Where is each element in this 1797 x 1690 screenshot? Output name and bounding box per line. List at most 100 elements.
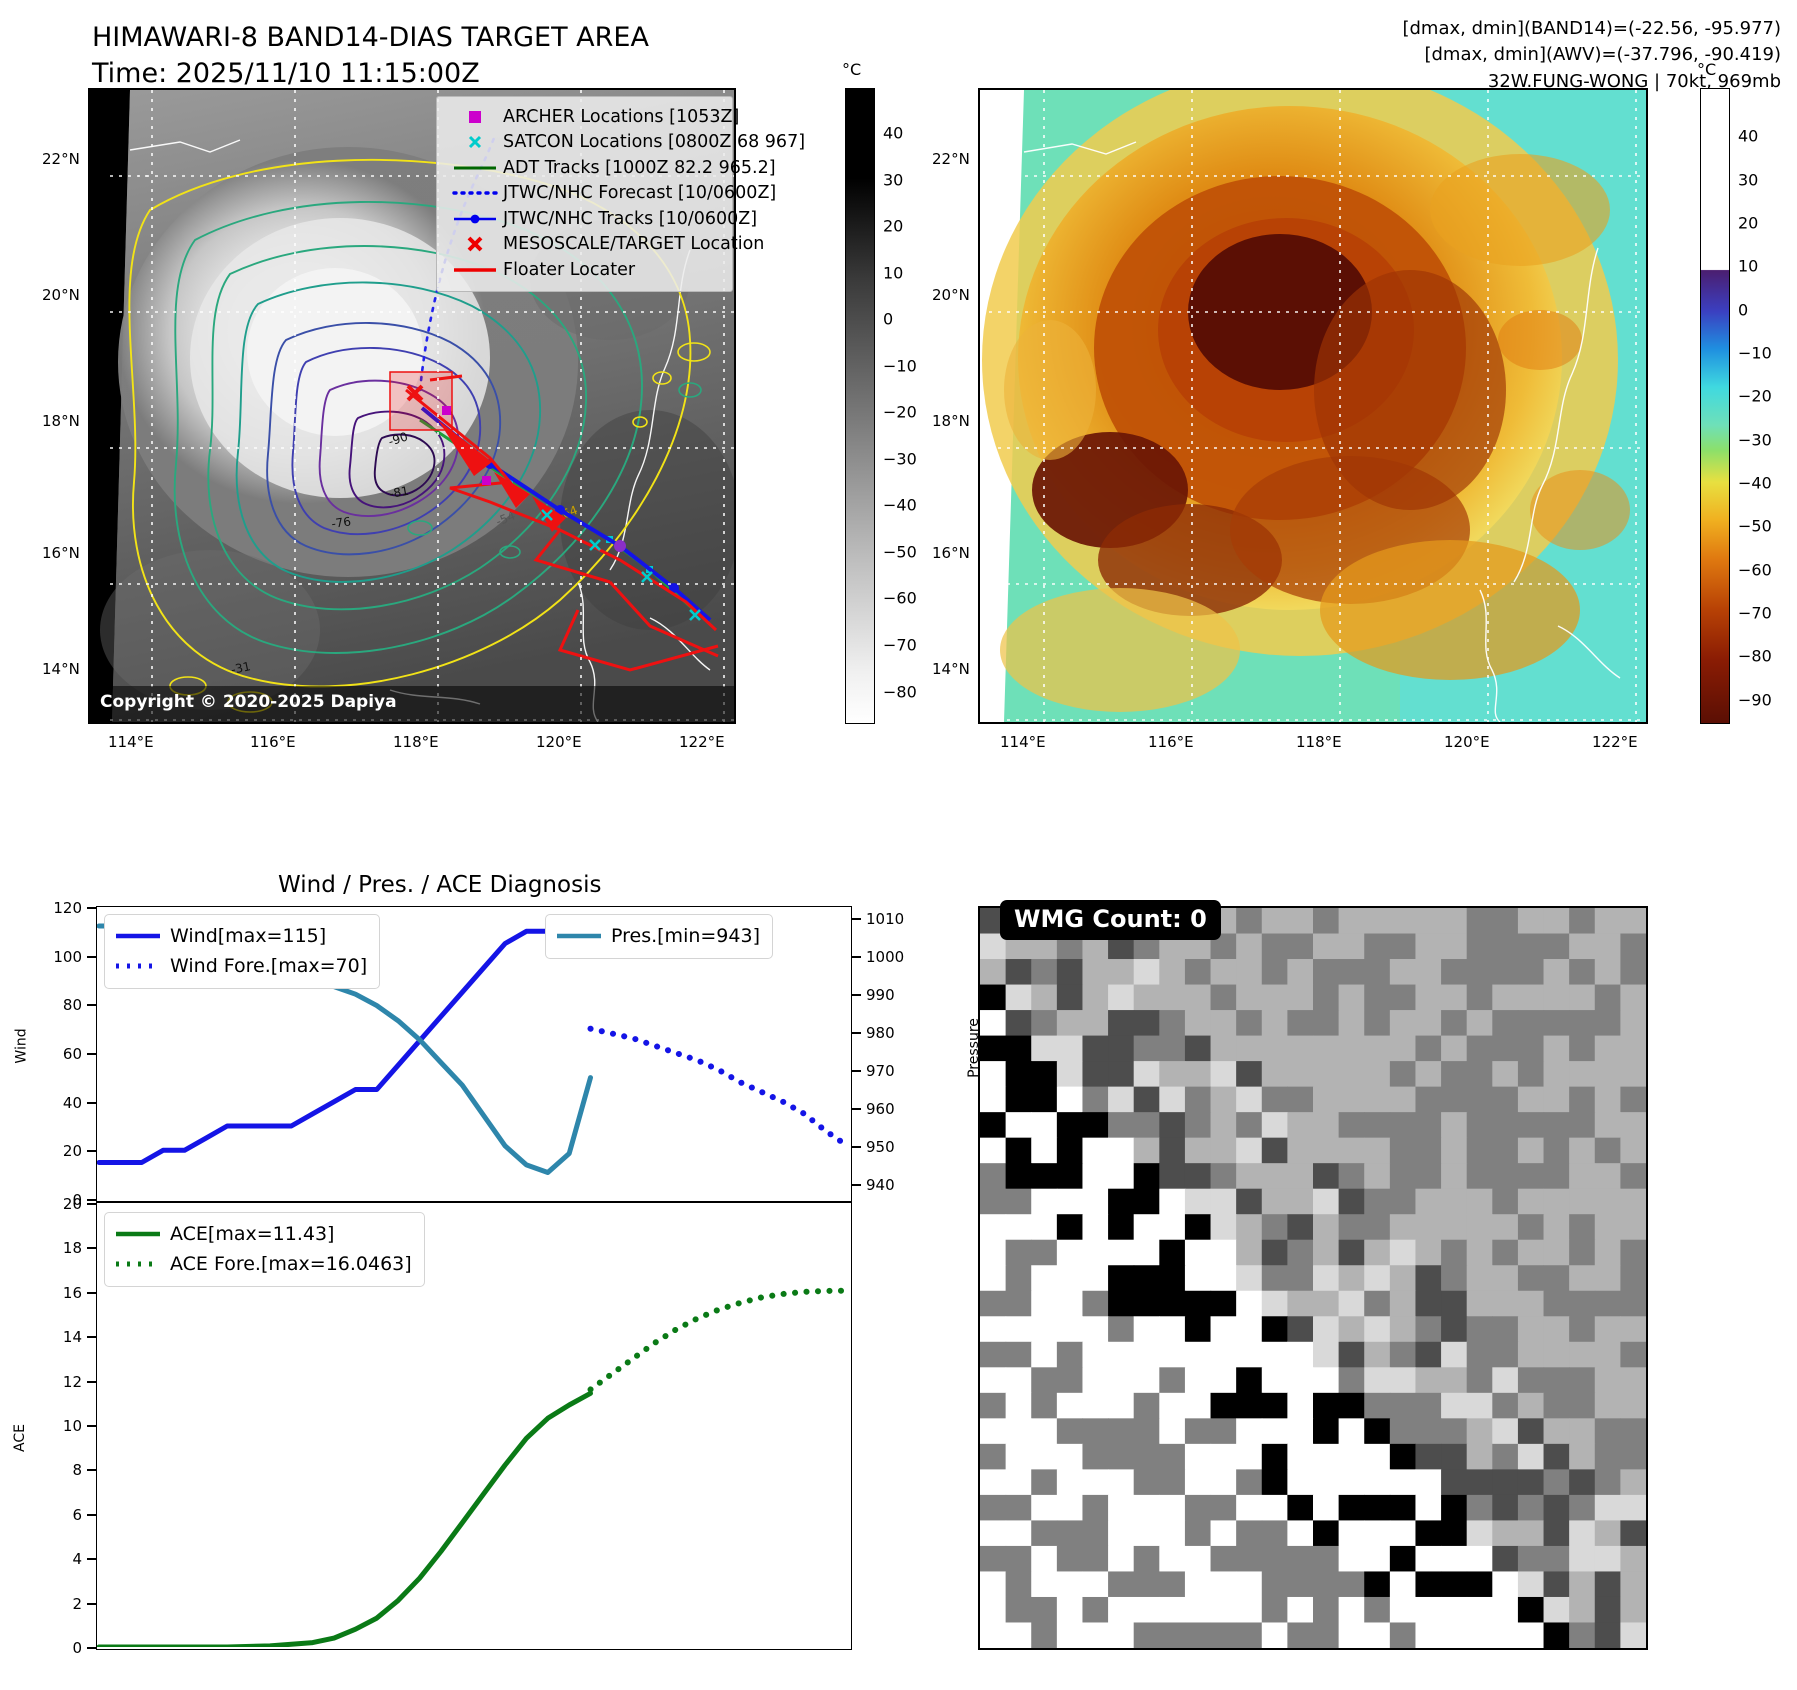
band14-colorbar: °C 40 30 20 10 0 −10 −20 −30 −40 −50 −60… [842, 60, 917, 724]
mesoscale-x-icon [447, 235, 503, 253]
axis-tick-mark [87, 955, 96, 958]
axis-tick-mark [852, 956, 861, 959]
axis-tick-label: 40 [62, 1093, 82, 1112]
ace-legend: ACE[max=11.43] ACE Fore.[max=16.0463] [104, 1212, 425, 1287]
axis-tick-label: 120 [53, 899, 82, 917]
cb-tick: 0 [883, 309, 894, 329]
axis-tick-label: 940 [866, 1175, 895, 1194]
cb-tick: −80 [883, 682, 917, 702]
axis-tick-label: 10 [62, 1417, 82, 1435]
axis-tick-mark [87, 1004, 96, 1007]
legend-item-wind[interactable]: Wind[max=115] [114, 921, 367, 951]
jtwc-track-line-dot-icon [447, 213, 503, 225]
cb-tick: −10 [883, 356, 917, 376]
axis-tick-mark [852, 1183, 861, 1186]
axis-tick-label: 16 [62, 1283, 82, 1302]
page-title: HIMAWARI-8 BAND14-DIAS TARGET AREA Time:… [92, 20, 649, 91]
mesoscale-target [389, 371, 719, 672]
adt-line-icon [447, 163, 503, 173]
legend-item-jtwc-forecast[interactable]: JTWC/NHC Forecast [10/0600Z] [447, 181, 776, 207]
ace-lines [97, 1287, 849, 1647]
axis-tick-label: 2 [72, 1594, 82, 1613]
lon-tick-114e-right: 114°E [1000, 733, 1046, 751]
axis-tick-label: 1010 [866, 910, 905, 929]
axis-tick-mark [87, 1558, 96, 1561]
colorbar-unit-label: °C [842, 60, 862, 79]
legend-item-ace[interactable]: ACE[max=11.43] [114, 1219, 412, 1249]
ace-forecast-dotted-icon [114, 1259, 170, 1269]
legend-item-adt[interactable]: ADT Tracks [1000Z 82.2 965.2] [447, 155, 776, 181]
diagnosis-chart-title: Wind / Pres. / ACE Diagnosis [278, 872, 602, 898]
contour-label: -76 [330, 514, 351, 531]
awv-map-panel[interactable] [978, 88, 1648, 724]
legend-item-mesoscale[interactable]: MESOSCALE/TARGET Location [447, 232, 764, 258]
axis-tick-mark [87, 1469, 96, 1472]
axis-tick-mark [87, 1602, 96, 1605]
axis-tick-label: 990 [866, 986, 895, 1005]
legend-label: Pres.[min=943] [611, 925, 760, 947]
axis-tick-label: 960 [866, 1099, 895, 1118]
axis-tick-mark [87, 1513, 96, 1516]
axis-tick-label: 4 [72, 1550, 82, 1569]
legend-label: SATCON Locations [0800Z 68 967] [503, 132, 806, 153]
lat-tick-18n-right: 18°N [932, 412, 970, 430]
pressure-line-icon [555, 931, 611, 941]
cb-tick-right: −80 [1738, 646, 1772, 666]
cb-tick: −30 [883, 449, 917, 469]
axis-tick-label: 0 [72, 1639, 82, 1657]
axis-tick-mark [852, 1032, 861, 1035]
axis-tick-mark [852, 994, 861, 997]
axis-tick-mark [87, 1053, 96, 1055]
cb-tick: −50 [883, 542, 917, 562]
cb-tick-right: −10 [1738, 343, 1772, 363]
axis-tick-label: 18 [62, 1239, 82, 1258]
dmax-band14-text: [dmax, dmin](BAND14)=(-22.56, -95.977) [1402, 18, 1781, 39]
cb-tick: 20 [883, 216, 904, 236]
legend-label: JTWC/NHC Tracks [10/0600Z] [503, 208, 758, 229]
cb-tick: −70 [883, 635, 917, 655]
axis-tick-label: 8 [72, 1461, 82, 1480]
axis-tick-mark [87, 1199, 96, 1201]
legend-item-jtwc-tracks[interactable]: JTWC/NHC Tracks [10/0600Z] [447, 206, 757, 232]
lat-tick-18n: 18°N [42, 412, 80, 430]
dmax-awv-text: [dmax, dmin](AWV)=(-37.796, -90.419) [1424, 44, 1781, 66]
contour-label: -31 [230, 659, 252, 677]
legend-item-pressure[interactable]: Pres.[min=943] [555, 921, 760, 951]
jtwc-forecast-dotted-icon [447, 188, 503, 198]
contour-label: -54 [494, 508, 517, 528]
lat-tick-16n: 16°N [42, 544, 80, 562]
lon-tick-122e: 122°E [679, 733, 725, 751]
axis-tick-label: 20 [62, 1142, 82, 1161]
legend-label: Wind Fore.[max=70] [170, 955, 368, 977]
legend-label: ACE Fore.[max=16.0463] [170, 1253, 412, 1275]
header-info: [dmax, dmin](BAND14)=(-22.56, -95.977) [… [1402, 16, 1781, 95]
axis-tick-mark [852, 1070, 861, 1073]
axis-tick-mark [87, 907, 96, 909]
axis-tick-mark [87, 1150, 96, 1153]
awv-colorbar: °C 40 30 20 10 0 −10 −20 −30 −40 −50 −60… [1697, 60, 1772, 724]
title-line-2: Time: 2025/11/10 11:15:00Z [92, 57, 480, 89]
legend-item-archer[interactable]: ARCHER Locations [1053Z] [447, 104, 739, 130]
axis-tick-mark [852, 1145, 861, 1148]
axis-tick-label: 80 [62, 996, 82, 1015]
legend-label: ACE[max=11.43] [170, 1223, 335, 1245]
legend-item-satcon[interactable]: SATCON Locations [0800Z 68 967] [447, 130, 805, 156]
cb-tick: 40 [883, 123, 904, 143]
lon-tick-122e-right: 122°E [1592, 733, 1638, 751]
wmg-image [980, 908, 1646, 1648]
legend-item-floater[interactable]: Floater Locater [447, 257, 721, 283]
cb-tick-right: 0 [1738, 300, 1749, 320]
lon-tick-118e: 118°E [393, 733, 439, 751]
cb-tick-right: 20 [1738, 213, 1759, 233]
axis-tick-mark [87, 1101, 96, 1104]
pressure-legend: Pres.[min=943] [545, 914, 773, 959]
legend-item-wind-fore[interactable]: Wind Fore.[max=70] [114, 951, 367, 981]
cb-tick-right: −90 [1738, 690, 1772, 710]
cb-tick-right: −70 [1738, 603, 1772, 623]
wind-line-icon [114, 931, 170, 941]
legend-item-ace-fore[interactable]: ACE Fore.[max=16.0463] [114, 1249, 412, 1279]
wmg-panel[interactable] [978, 906, 1648, 1650]
legend-label: Wind[max=115] [170, 925, 327, 947]
lon-tick-118e-right: 118°E [1296, 733, 1342, 751]
axis-tick-mark [87, 1425, 96, 1427]
